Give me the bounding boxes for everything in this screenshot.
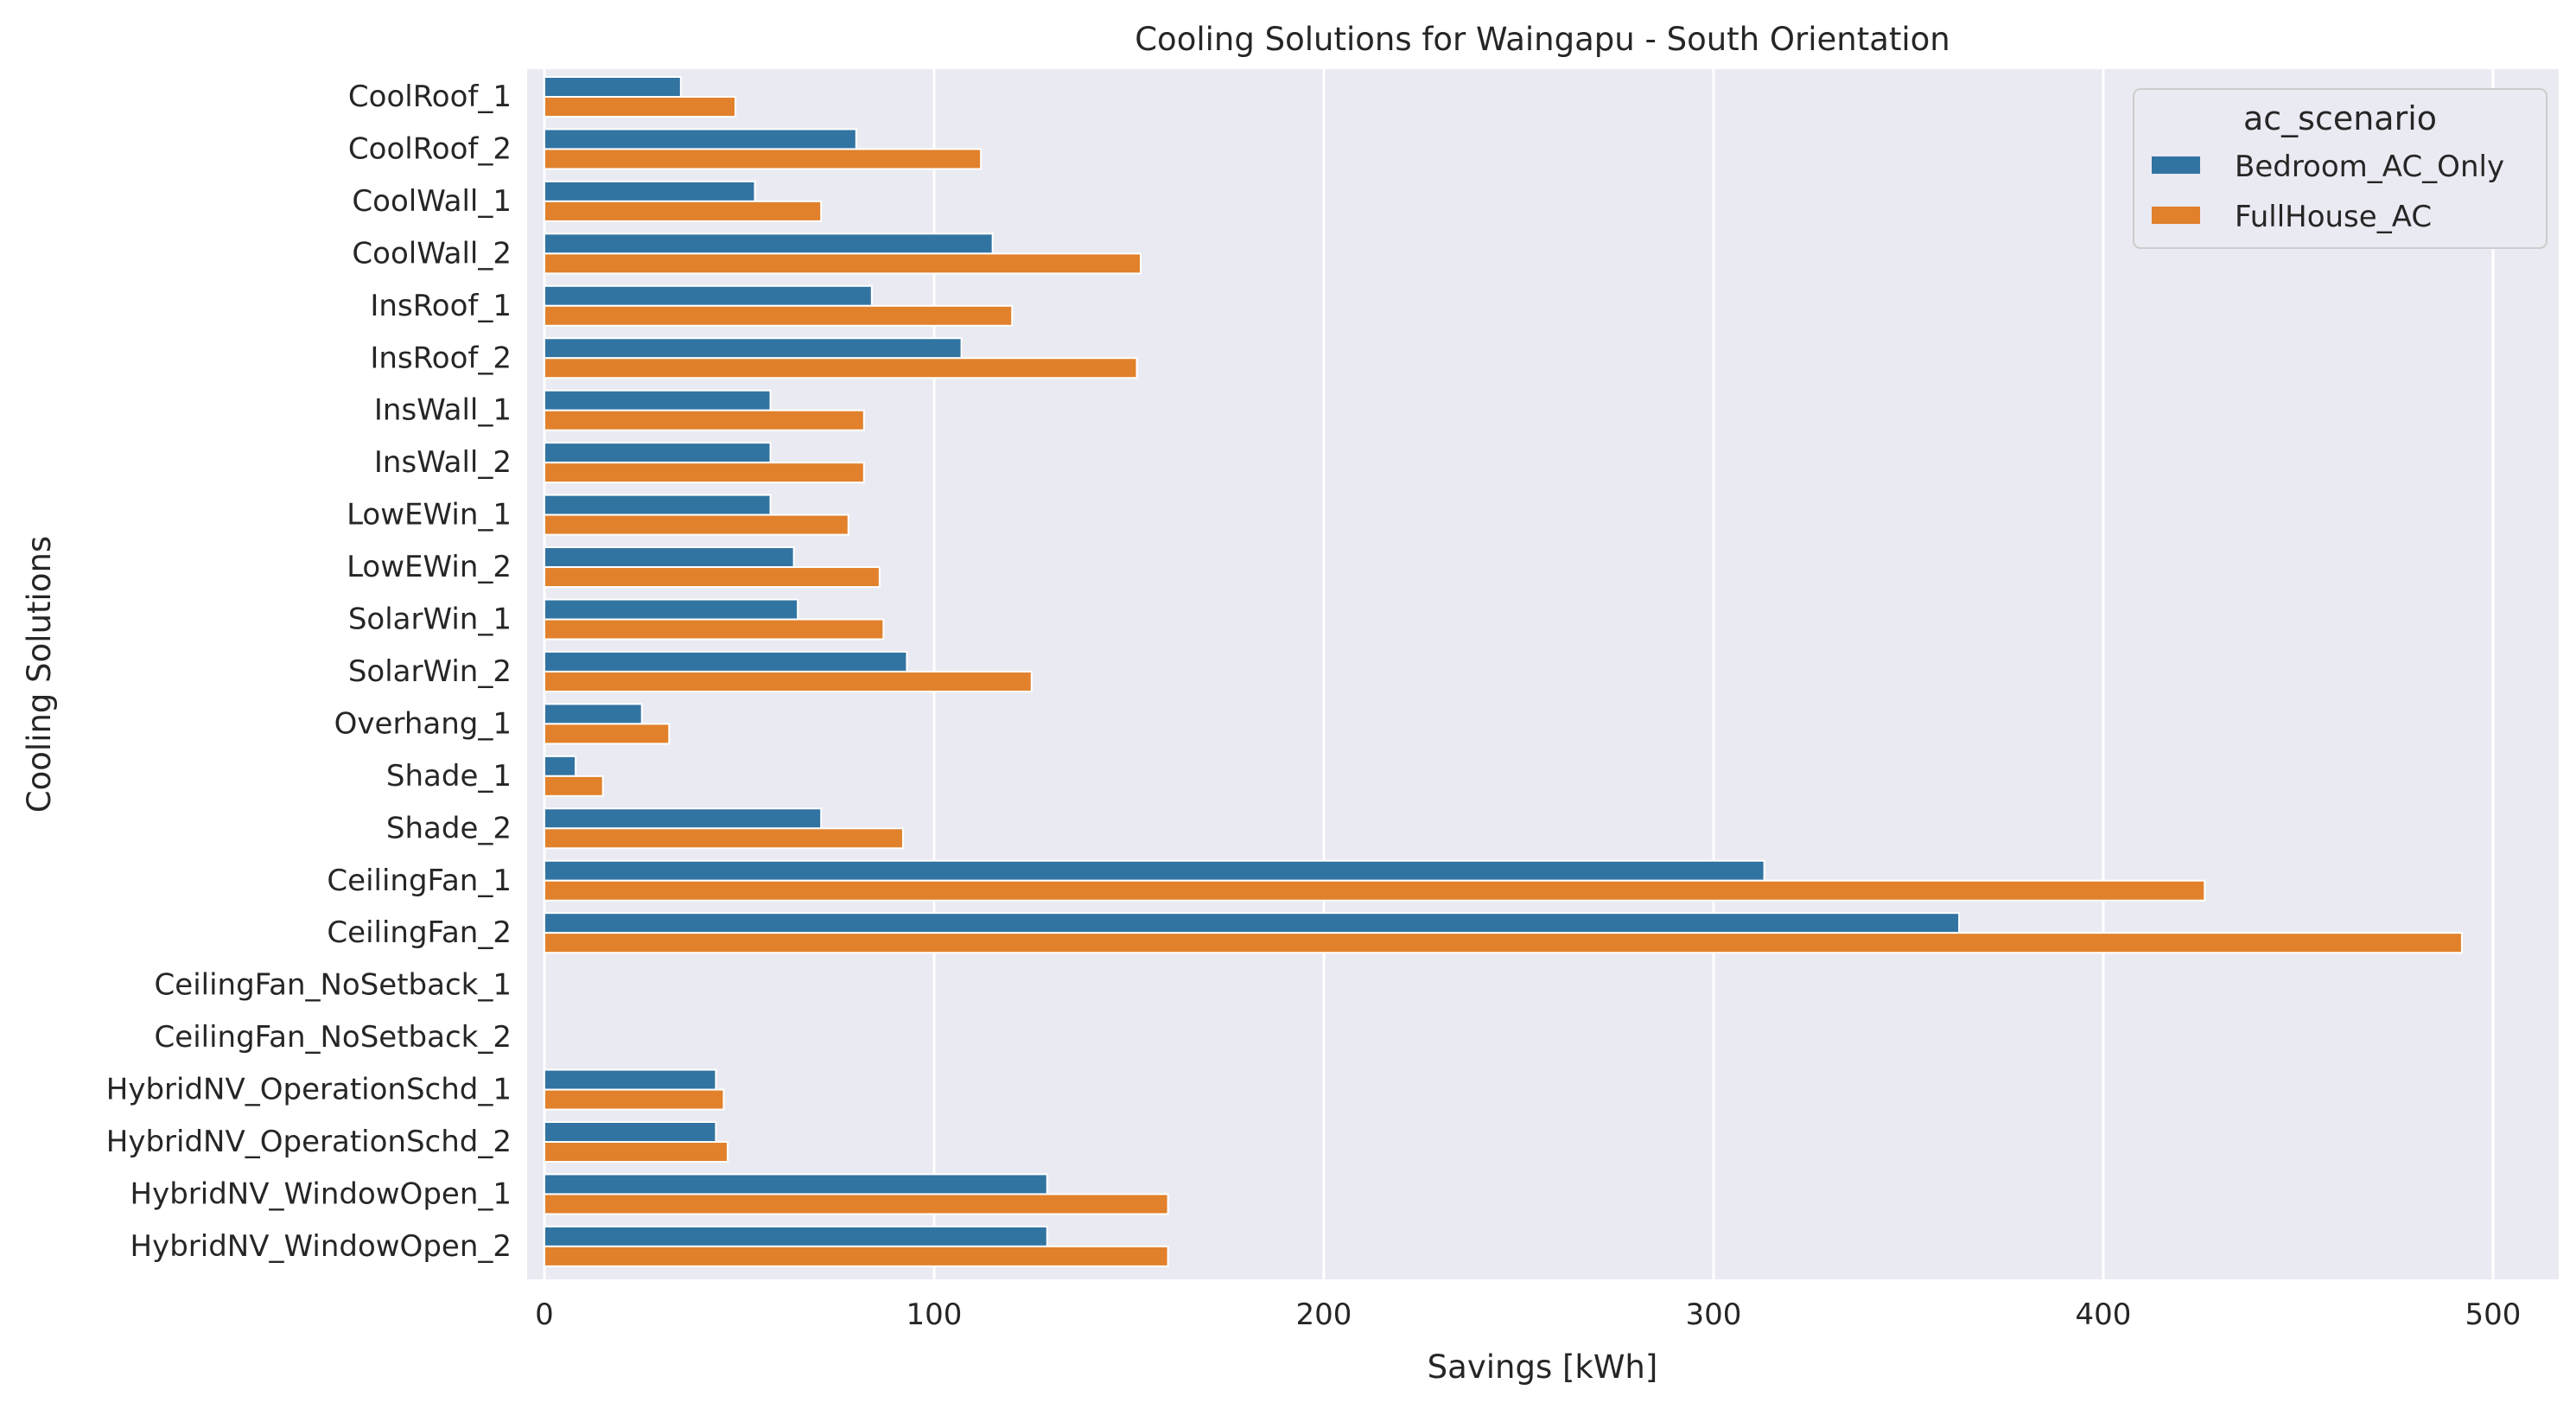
bar-lowewin-1-bedroom-ac-only (544, 494, 772, 516)
y-tick-label-insroof-2: InsRoof_2 (370, 341, 512, 375)
bar-lowewin-1-fullhouse-ac (544, 513, 849, 536)
y-tick-label-solarwin-1: SolarWin_1 (348, 602, 512, 637)
x-tick-label-500: 500 (2465, 1297, 2522, 1332)
y-tick-label-coolwall-2: CoolWall_2 (352, 236, 512, 271)
y-tick-label-lowewin-1: LowEWin_1 (347, 498, 512, 532)
x-tick-label-200: 200 (1296, 1297, 1352, 1332)
bar-ceilingfan-2-bedroom-ac-only (544, 912, 1961, 934)
y-tick-label-shade-2: Shade_2 (386, 811, 512, 845)
bar-ceilingfan-1-bedroom-ac-only (544, 859, 1765, 882)
legend-title: ac_scenario (2243, 99, 2437, 137)
y-tick-label-ceilingfan-1: CeilingFan_1 (327, 864, 512, 898)
x-tick-labels: 0 100 200 300 400 500 (535, 1297, 2521, 1332)
x-tick-label-100: 100 (906, 1297, 963, 1332)
bar-hybridnv-windowopen-1-bedroom-ac-only (544, 1173, 1048, 1195)
bar-insroof-1-fullhouse-ac (544, 304, 1014, 327)
y-tick-label-hybridnv-windowopen-2: HybridNV_WindowOpen_2 (130, 1229, 512, 1264)
legend-label-bedroom-ac-only: Bedroom_AC_Only (2235, 150, 2504, 184)
bar-solarwin-1-fullhouse-ac (544, 618, 885, 641)
y-tick-label-lowewin-2: LowEWin_2 (347, 550, 512, 584)
y-axis-label: Cooling Solutions (21, 536, 58, 813)
legend-swatch-bedroom-ac-only (2152, 156, 2200, 174)
y-tick-label-hybridnv-operationschd-1: HybridNV_OperationSchd_1 (106, 1073, 512, 1107)
bar-inswall-2-bedroom-ac-only (544, 442, 772, 464)
y-tick-label-inswall-1: InsWall_1 (374, 393, 512, 428)
bar-hybridnv-windowopen-2-fullhouse-ac (544, 1245, 1169, 1267)
bar-ceilingfan-1-fullhouse-ac (544, 879, 2206, 902)
bar-overhang-1-fullhouse-ac (544, 723, 671, 745)
y-tick-label-overhang-1: Overhang_1 (334, 706, 512, 741)
x-axis-label: Savings [kWh] (1428, 1348, 1658, 1386)
bar-solarwin-2-bedroom-ac-only (544, 650, 908, 673)
bar-insroof-1-bedroom-ac-only (544, 284, 873, 307)
bar-shade-2-fullhouse-ac (544, 827, 904, 850)
y-tick-label-insroof-1: InsRoof_1 (370, 289, 512, 323)
y-tick-label-hybridnv-windowopen-1: HybridNV_WindowOpen_1 (130, 1176, 512, 1211)
y-tick-label-solarwin-2: SolarWin_2 (348, 654, 512, 689)
bar-solarwin-1-bedroom-ac-only (544, 598, 799, 621)
y-tick-label-coolroof-2: CoolRoof_2 (348, 131, 512, 166)
bar-coolroof-1-fullhouse-ac (544, 96, 736, 118)
y-tick-label-hybridnv-operationschd-2: HybridNV_OperationSchd_2 (106, 1125, 512, 1159)
bar-hybridnv-operationschd-2-bedroom-ac-only (544, 1121, 717, 1143)
bar-ceilingfan-2-fullhouse-ac (544, 932, 2463, 954)
bar-coolwall-1-fullhouse-ac (544, 200, 823, 222)
y-tick-label-ceilingfan-nosetback-1: CeilingFan_NoSetback_1 (155, 968, 512, 1003)
bar-hybridnv-operationschd-1-bedroom-ac-only (544, 1068, 717, 1091)
x-tick-label-0: 0 (535, 1297, 554, 1332)
bar-shade-2-bedroom-ac-only (544, 807, 823, 830)
bar-shade-1-bedroom-ac-only (544, 755, 577, 777)
y-tick-label-coolwall-1: CoolWall_1 (352, 184, 512, 219)
y-tick-label-inswall-2: InsWall_2 (374, 445, 512, 480)
x-tick-label-300: 300 (1686, 1297, 1742, 1332)
x-tick-label-400: 400 (2076, 1297, 2132, 1332)
bar-hybridnv-operationschd-1-fullhouse-ac (544, 1088, 725, 1111)
bar-lowewin-2-bedroom-ac-only (544, 546, 795, 569)
bar-hybridnv-operationschd-2-fullhouse-ac (544, 1141, 728, 1163)
bar-insroof-2-fullhouse-ac (544, 357, 1138, 379)
bar-lowewin-2-fullhouse-ac (544, 566, 881, 589)
chart-title: Cooling Solutions for Waingapu - South O… (1135, 21, 1950, 58)
bar-shade-1-fullhouse-ac (544, 775, 604, 797)
bar-hybridnv-windowopen-1-fullhouse-ac (544, 1193, 1169, 1215)
bar-inswall-1-fullhouse-ac (544, 409, 865, 431)
y-tick-label-shade-1: Shade_1 (386, 759, 512, 794)
bar-insroof-2-bedroom-ac-only (544, 337, 963, 360)
bar-overhang-1-bedroom-ac-only (544, 703, 643, 725)
y-tick-labels: CoolRoof_1 CoolRoof_2 CoolWall_1 CoolWall_2… (106, 80, 512, 1264)
legend: ac_scenario Bedroom_AC_Only FullHouse_AC (2133, 88, 2547, 249)
bar-solarwin-2-fullhouse-ac (544, 670, 1033, 692)
bar-hybridnv-windowopen-2-bedroom-ac-only (544, 1225, 1048, 1247)
bar-inswall-1-bedroom-ac-only (544, 389, 772, 411)
legend-swatch-fullhouse-ac (2152, 207, 2200, 224)
bar-coolwall-2-bedroom-ac-only (544, 233, 994, 255)
y-tick-label-coolroof-1: CoolRoof_1 (348, 80, 512, 114)
bar-inswall-2-fullhouse-ac (544, 462, 865, 484)
bar-coolroof-2-fullhouse-ac (544, 148, 983, 170)
bar-coolroof-1-bedroom-ac-only (544, 76, 682, 98)
y-tick-label-ceilingfan-nosetback-2: CeilingFan_NoSetback_2 (155, 1020, 512, 1055)
y-tick-label-ceilingfan-2: CeilingFan_2 (327, 915, 512, 950)
bar-coolroof-2-bedroom-ac-only (544, 128, 857, 150)
legend-box (2133, 88, 2547, 249)
legend-label-fullhouse-ac: FullHouse_AC (2235, 200, 2432, 234)
bar-coolwall-1-bedroom-ac-only (544, 180, 756, 202)
bar-coolwall-2-fullhouse-ac (544, 252, 1142, 275)
bars (544, 76, 2463, 1267)
